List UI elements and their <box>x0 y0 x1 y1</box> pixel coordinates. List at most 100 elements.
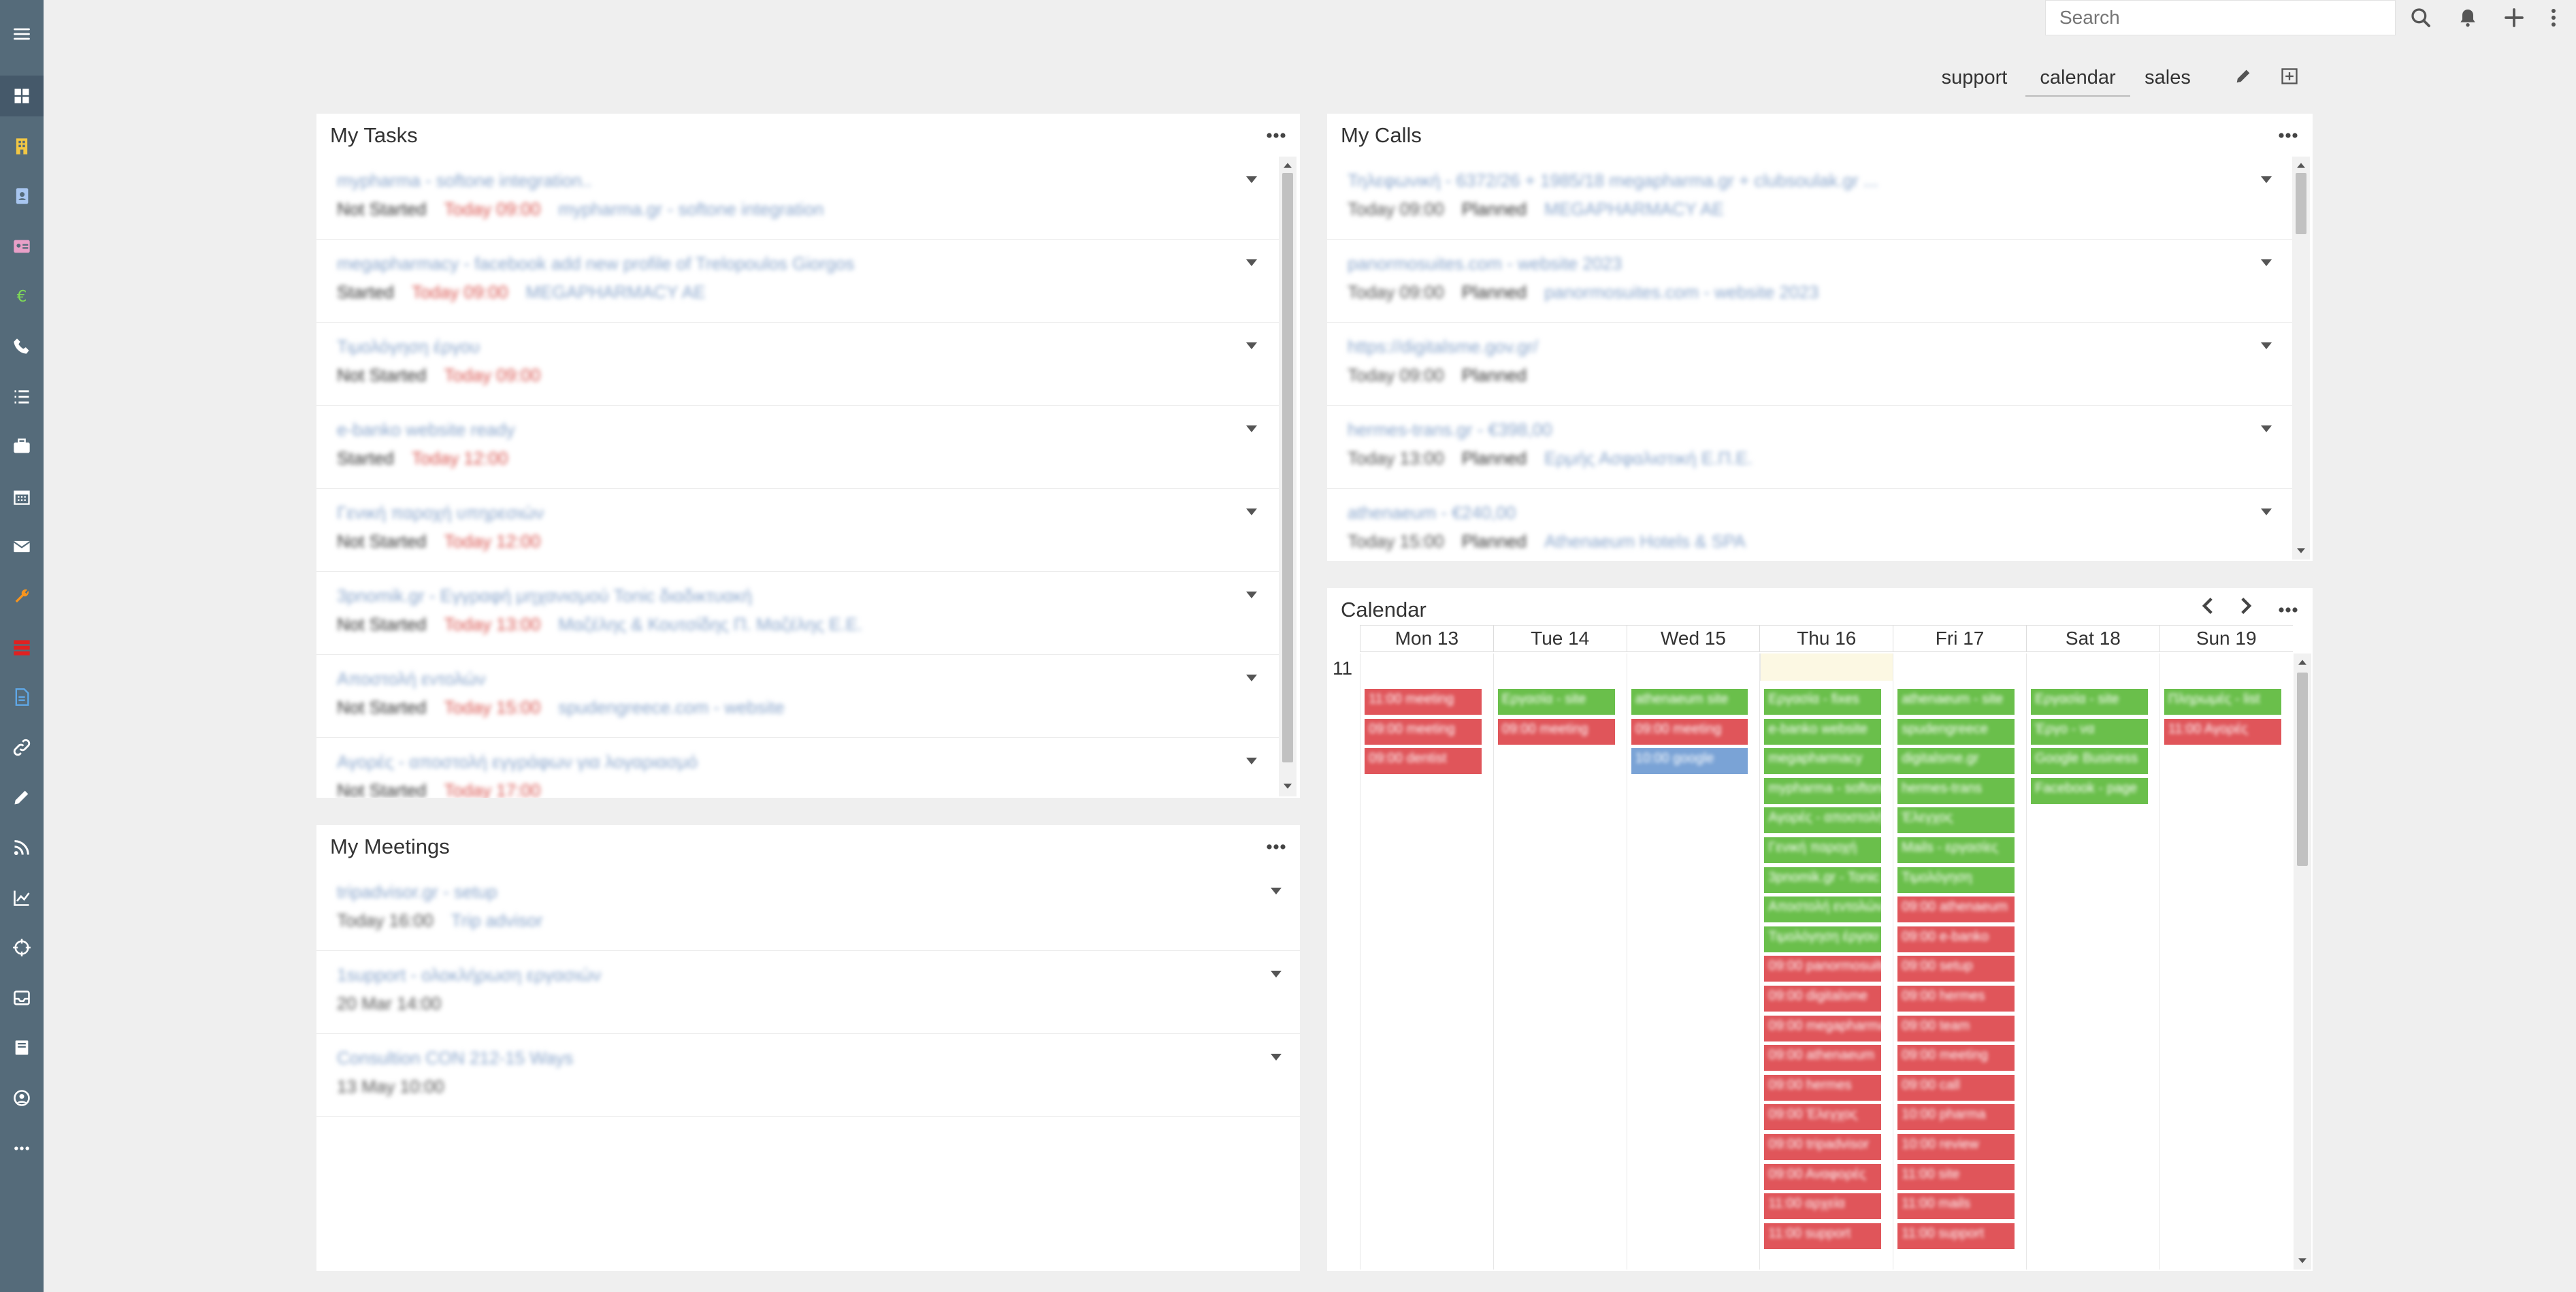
scroll-down-icon[interactable] <box>1282 781 1293 791</box>
sidebar-item-contact-book[interactable] <box>0 176 44 216</box>
row-dropdown-icon[interactable] <box>2255 169 2277 191</box>
tab-calendar[interactable]: calendar <box>2025 60 2130 97</box>
calendar-event[interactable]: 10:00 google <box>1631 748 1748 775</box>
sidebar-item-id-card[interactable] <box>0 226 44 267</box>
calendar-event[interactable]: 11:00 Αγορές <box>2164 718 2281 745</box>
parent-link[interactable]: Trip advisor <box>451 910 543 931</box>
calendar-event[interactable]: 09:00 setup <box>1897 956 2015 982</box>
sidebar-item-calendar[interactable] <box>0 477 44 517</box>
calendar-scrollbar[interactable] <box>2294 653 2311 1270</box>
calendar-day-header[interactable]: Wed 15 <box>1626 625 1760 652</box>
panel-menu-icon[interactable] <box>2273 598 2303 622</box>
calendar-event[interactable]: 11:00 site <box>1897 1163 2015 1190</box>
scroll-up-icon[interactable] <box>2297 658 2308 667</box>
tab-sales[interactable]: sales <box>2145 66 2191 88</box>
calendar-event[interactable]: athenaeum site <box>1631 689 1748 715</box>
calendar-event[interactable]: 09:00 dentist <box>1365 748 1482 775</box>
panel-menu-icon[interactable] <box>1261 835 1291 859</box>
calendar-event[interactable]: 09:00 Έλεγχος <box>1764 1104 1882 1131</box>
calendar-event[interactable]: 11:00 αρχεία <box>1764 1193 1882 1220</box>
parent-link[interactable]: Athenaeum Hotels & SPA <box>1544 531 1746 551</box>
record-name-link[interactable]: Consultion CON 212-15 Ways <box>337 1048 574 1068</box>
calendar-event[interactable]: hermes-trans <box>1897 777 2015 804</box>
parent-link[interactable]: MEGAPHARMACY AE <box>525 282 706 302</box>
parent-link[interactable]: Ερμής Ασφαλιστική Ε.Π.Ε. <box>1544 448 1752 468</box>
list-item[interactable]: Αγορές - αποστολή εγγράφων για λογαριασμ… <box>316 738 1279 798</box>
record-name-link[interactable]: 3pnomik.gr - Εγγραφή μηχανισμού Tonic δι… <box>337 585 752 606</box>
calendar-event[interactable]: 09:00 team <box>1897 1015 2015 1041</box>
sidebar-item-rss[interactable] <box>0 827 44 868</box>
calendar-event[interactable]: 10:00 review <box>1897 1134 2015 1160</box>
calendar-event[interactable]: 09:00 call <box>1897 1074 2015 1101</box>
calendar-event[interactable]: 09:00 panormosuites <box>1764 956 1882 982</box>
calendar-event[interactable]: 09:00 meeting <box>1497 718 1615 745</box>
calendar-day-column[interactable] <box>1626 653 1760 1270</box>
calendar-event[interactable]: Πληρωμές - list <box>2164 689 2281 715</box>
record-name-link[interactable]: mypharma - softone integration.. <box>337 170 592 191</box>
calendar-day-header[interactable]: Sat 18 <box>2026 625 2159 652</box>
calendar-event[interactable]: digitalsme.gr <box>1897 748 2015 775</box>
sidebar-item-red-stack[interactable] <box>0 627 44 668</box>
row-dropdown-icon[interactable] <box>2255 501 2277 523</box>
calendar-event[interactable]: 09:00 meeting <box>1365 718 1482 745</box>
parent-link[interactable]: panormosuites.com - website 2023 <box>1544 282 1819 302</box>
record-name-link[interactable]: megapharmacy - facebook add new profile … <box>337 253 855 274</box>
edit-dashboard-icon[interactable] <box>2230 63 2257 90</box>
search-input[interactable] <box>2046 1 2395 35</box>
sidebar-item-inbox[interactable] <box>0 978 44 1018</box>
record-name-link[interactable]: https://digitalsme.gov.gr/ <box>1348 336 1538 357</box>
sidebar-item-euro[interactable]: € <box>0 276 44 317</box>
record-name-link[interactable]: 1support - ολοκλήρωση εργασιών <box>337 965 602 985</box>
list-item[interactable]: mypharma - softone integration.. Not Star… <box>316 157 1279 240</box>
row-dropdown-icon[interactable] <box>1241 418 1262 440</box>
calendar-event[interactable]: Εργασία - fixes <box>1764 689 1882 715</box>
sidebar-item-envelope[interactable] <box>0 526 44 567</box>
record-name-link[interactable]: Γενική παροχή υπηρεσιών <box>337 502 544 523</box>
list-item[interactable]: hermes-trans.gr - €398,00 Today 13:00 Plan… <box>1327 406 2292 489</box>
calendar-event[interactable]: Έργο - να <box>2031 718 2148 745</box>
list-item[interactable]: e-banko website ready Started Today 12:00 <box>316 406 1279 489</box>
calendar-event[interactable]: 09:00 meeting <box>1631 718 1748 745</box>
calendar-event[interactable]: mypharma - softone <box>1764 777 1882 804</box>
sidebar-item-document[interactable] <box>0 677 44 717</box>
record-name-link[interactable]: e-banko website ready <box>337 419 515 440</box>
parent-link[interactable]: Μαζέλης & Κουτσίδης Π. Μαζέλης Ε.Ε. <box>558 614 863 634</box>
list-item[interactable]: tripadvisor.gr - setup Today 16:00 Trip ad… <box>316 868 1300 951</box>
scroll-thumb[interactable] <box>2296 173 2306 234</box>
add-dashlet-icon[interactable] <box>2276 63 2303 90</box>
list-item[interactable]: 3pnomik.gr - Εγγραφή μηχανισμού Tonic δι… <box>316 572 1279 655</box>
calendar-event[interactable]: Facebook - page <box>2031 777 2148 804</box>
calendar-event[interactable]: athenaeum - site <box>1897 689 2015 715</box>
record-name-link[interactable]: tripadvisor.gr - setup <box>337 882 498 902</box>
record-name-link[interactable]: Τηλεφωνική - 6372/26 + 1985/18 megapharm… <box>1348 170 1878 191</box>
calendar-event[interactable]: 09:00 megapharma <box>1764 1015 1882 1041</box>
search-icon[interactable] <box>2407 4 2434 31</box>
list-item[interactable]: megapharmacy - facebook add new profile … <box>316 240 1279 323</box>
calendar-event[interactable]: 11:00 support <box>1897 1223 2015 1249</box>
record-name-link[interactable]: panormosuites.com - website 2023 <box>1348 253 1623 274</box>
panel-menu-icon[interactable] <box>2273 123 2303 148</box>
calendar-day-column[interactable] <box>1759 653 1893 1270</box>
row-dropdown-icon[interactable] <box>1241 584 1262 606</box>
row-dropdown-icon[interactable] <box>1265 1046 1287 1068</box>
calendar-event[interactable]: 11:00 support <box>1764 1223 1882 1249</box>
calendar-event[interactable]: 11:00 mails <box>1897 1193 2015 1220</box>
scroll-up-icon[interactable] <box>2296 161 2306 170</box>
scroll-thumb[interactable] <box>1282 173 1293 762</box>
calendar-event[interactable]: Τιμολόγηση <box>1897 867 2015 893</box>
record-name-link[interactable]: Τιμολόγηση έργου <box>337 336 480 357</box>
calendar-day-header[interactable]: Tue 14 <box>1493 625 1627 652</box>
list-item[interactable]: Consultion CON 212-15 Ways 13 May 10:00 <box>316 1034 1300 1117</box>
parent-link[interactable]: spudengreece.com - website <box>558 697 785 717</box>
sidebar-item-more-dots[interactable] <box>0 1128 44 1169</box>
list-item[interactable]: panormosuites.com - website 2023 Today 09… <box>1327 240 2292 323</box>
calendar-event[interactable]: 09:00 athenaeum <box>1764 1045 1882 1071</box>
calendar-day-column[interactable] <box>2026 653 2159 1270</box>
list-item[interactable]: athenaeum - €240,00 Today 15:00 Planned Ath… <box>1327 489 2292 561</box>
calendar-event[interactable]: Τιμολόγηση έργου <box>1764 926 1882 952</box>
list-item[interactable]: https://digitalsme.gov.gr/Today 09:00 Pla… <box>1327 323 2292 406</box>
panel-menu-icon[interactable] <box>1261 123 1291 148</box>
calendar-day-header[interactable]: Mon 13 <box>1360 625 1493 652</box>
sidebar-item-user-circle[interactable] <box>0 1078 44 1118</box>
scroll-up-icon[interactable] <box>1282 161 1293 170</box>
